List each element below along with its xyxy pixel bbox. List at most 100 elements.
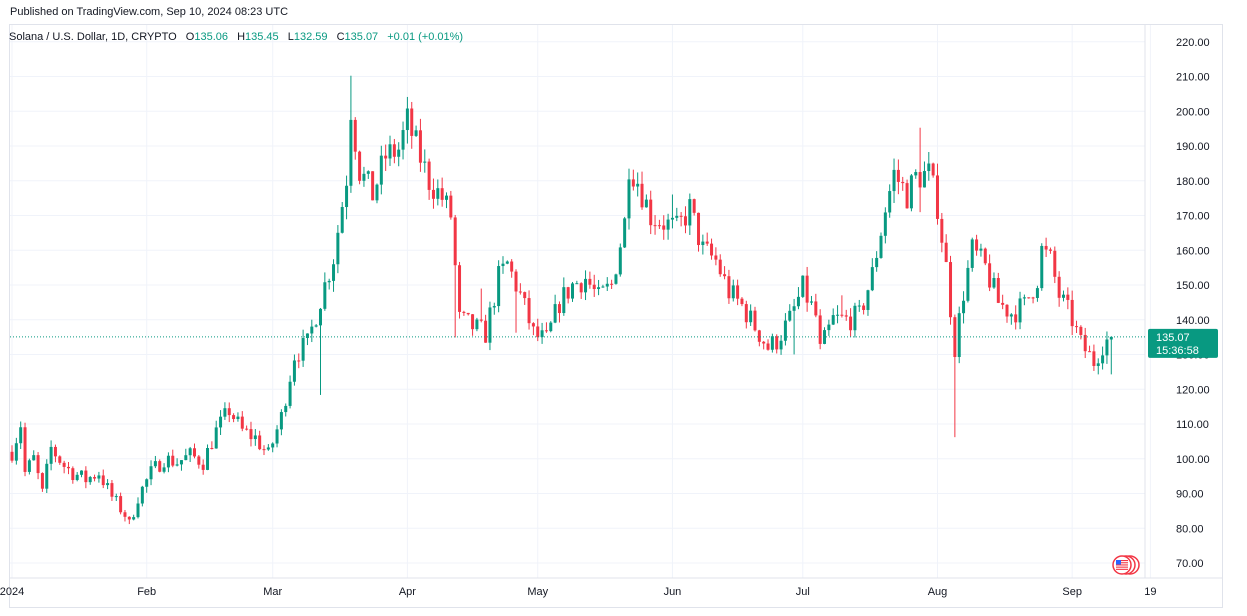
chart-frame[interactable] (9, 24, 1223, 608)
candle-body (1053, 250, 1057, 277)
candle-body (996, 278, 1000, 303)
candle-body (618, 247, 622, 275)
candle-body (45, 463, 49, 489)
candle-body (1009, 314, 1013, 317)
flag-stripe (1116, 568, 1128, 570)
candle-body (49, 446, 53, 464)
candle-body (757, 330, 761, 342)
candle-body (666, 219, 670, 230)
candle-body (140, 486, 144, 504)
candle-body (857, 305, 861, 307)
candle-body (288, 381, 292, 406)
candle-body (388, 144, 392, 159)
candle-body (775, 336, 779, 350)
candle-body (271, 443, 275, 448)
price-tag-countdown: 15:36:58 (1156, 345, 1199, 357)
candle-body (523, 292, 527, 299)
candle-body (527, 298, 531, 324)
candle-body (305, 333, 309, 339)
candle-body (245, 428, 249, 430)
candle-body (514, 271, 518, 292)
candle-body (592, 284, 596, 290)
candle-body (853, 305, 857, 331)
candle-body (1001, 302, 1005, 305)
candle-body (62, 462, 66, 467)
candle-body (301, 338, 305, 361)
candle-body (366, 171, 370, 174)
candle-body (418, 130, 422, 163)
candle-body (219, 416, 223, 428)
price-tag-value: 135.07 (1156, 332, 1190, 344)
candle-body (675, 215, 679, 218)
price-tick-label: 80.00 (1176, 523, 1204, 535)
candle-body (1088, 351, 1092, 353)
candle-body (796, 296, 800, 307)
candle-body (783, 320, 787, 341)
candle-body (206, 448, 210, 470)
candle-body (449, 195, 453, 218)
candle-body (32, 455, 36, 461)
symbol-name: Solana / U.S. Dollar, 1D, CRYPTO (9, 31, 177, 43)
candle-body (909, 175, 913, 209)
close-label: C (336, 31, 345, 43)
candle-body (1061, 294, 1065, 298)
candle-body (762, 341, 766, 344)
candle-body (440, 188, 444, 200)
bottom-strip (0, 608, 1247, 616)
candle-body (266, 447, 270, 450)
price-tick-label: 90.00 (1176, 489, 1204, 501)
candle-body (501, 263, 505, 267)
candle-body (531, 323, 535, 327)
candle-body (714, 255, 718, 260)
time-tick-label: Jul (796, 586, 810, 598)
candle-body (679, 215, 683, 217)
candle-body (106, 483, 110, 486)
candle-body (123, 512, 127, 517)
candle-body (384, 155, 388, 159)
candle-body (736, 285, 740, 299)
price-tag-box (1148, 328, 1218, 358)
candle-body (1092, 351, 1096, 366)
candle-body (701, 241, 705, 246)
candle-body (979, 248, 983, 251)
candle-body (318, 308, 322, 326)
candle-body (497, 266, 501, 307)
candle-body (505, 261, 509, 264)
candle-body (849, 316, 853, 331)
candle-body (814, 301, 818, 316)
candle-body (744, 304, 748, 323)
candle-body (610, 283, 614, 285)
candle-body (697, 212, 701, 246)
candle-body (58, 456, 62, 463)
candle-body (414, 130, 418, 136)
candle-body (631, 179, 635, 187)
time-tick-label: Feb (137, 586, 156, 598)
candle-body (727, 276, 731, 299)
open-label: O (185, 31, 195, 43)
candle-body (97, 475, 101, 479)
candle-body (232, 415, 236, 420)
high-value: 135.45 (245, 31, 279, 43)
candle-body (310, 326, 314, 334)
candle-body (983, 248, 987, 264)
candle-body (475, 319, 479, 330)
candle-body (14, 443, 18, 461)
candle-body (80, 470, 84, 475)
candle-body (640, 183, 644, 208)
time-tick-label: Jun (664, 586, 682, 598)
candle-body (136, 503, 140, 518)
candle-body (779, 340, 783, 350)
candle-body (766, 343, 770, 350)
candle-body (223, 408, 227, 417)
candle-body (557, 304, 561, 314)
candle-body (718, 259, 722, 275)
candle-body (1031, 297, 1035, 299)
candle-body (240, 416, 244, 429)
change-value: +0.01 (+0.01%) (387, 31, 464, 43)
candle-body (171, 455, 175, 466)
candle-body (927, 163, 931, 172)
price-tick-label: 200.00 (1176, 106, 1210, 118)
price-tick-label: 100.00 (1176, 454, 1210, 466)
candle-body (644, 199, 648, 208)
